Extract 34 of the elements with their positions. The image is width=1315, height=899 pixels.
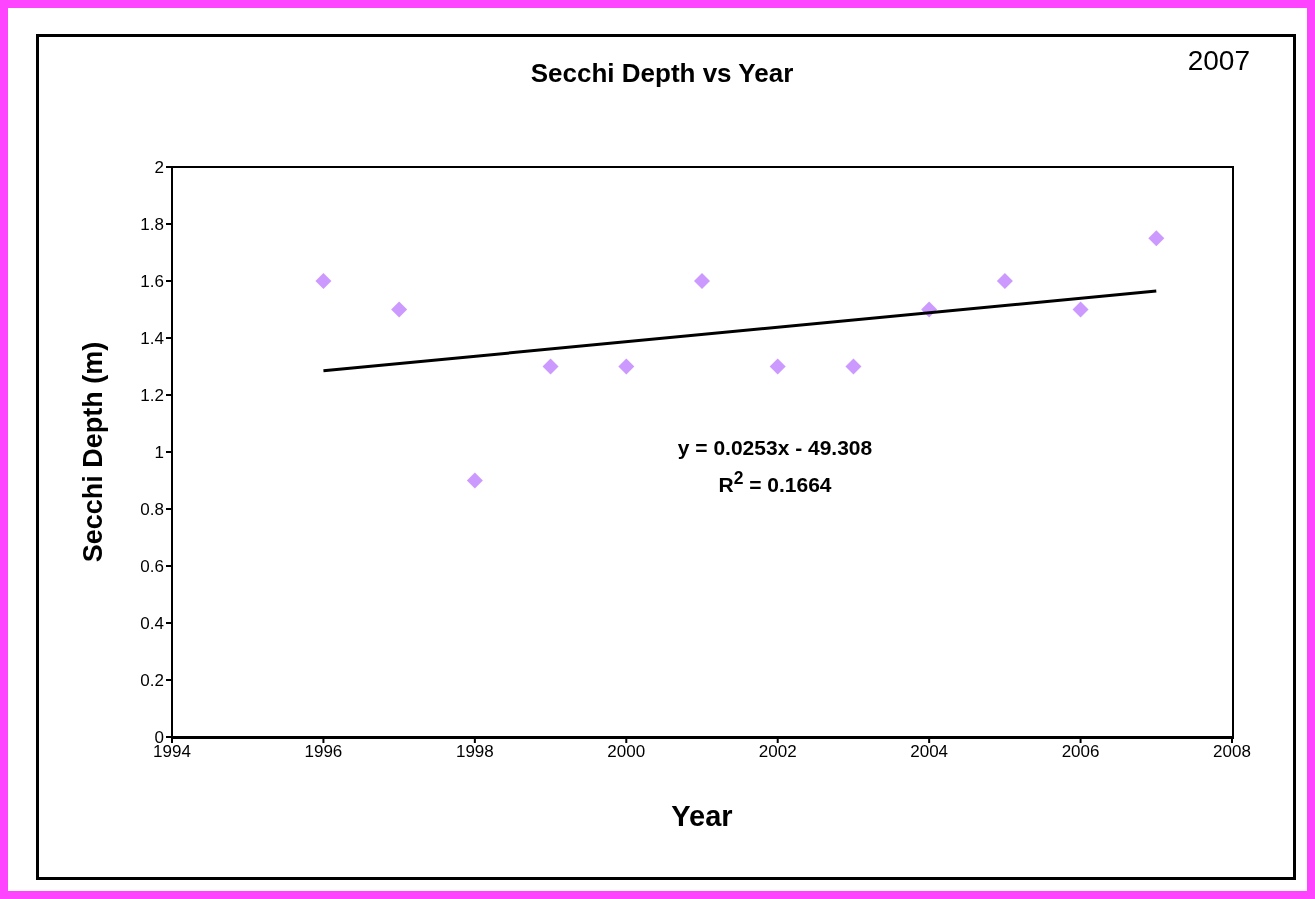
text: 2007 xyxy=(1187,45,1250,77)
point xyxy=(315,273,332,289)
x-tick-label: 2008 xyxy=(1213,742,1251,762)
point xyxy=(769,358,786,375)
x-tick-label: 2006 xyxy=(1061,742,1100,762)
annotation: R$^{2}$ = 0.1664 xyxy=(718,468,832,497)
x-axis-title: Year xyxy=(671,800,733,833)
x-tick-label: 2004 xyxy=(910,742,949,762)
point xyxy=(542,358,559,375)
annotation: y = 0.0253x - 49.308 xyxy=(677,436,873,460)
y-tick-label: 1.2 xyxy=(140,386,164,406)
point xyxy=(1072,301,1089,318)
y-tick-label: 1 xyxy=(154,443,164,463)
y-tick-label: 2 xyxy=(154,158,164,178)
y-tick-label: 0.8 xyxy=(140,500,164,520)
point xyxy=(618,358,635,375)
point xyxy=(996,273,1013,289)
point xyxy=(466,472,483,489)
y-tick-label: 0.4 xyxy=(140,614,164,634)
y-tick-label: 0.2 xyxy=(140,671,164,691)
y-tick-label: 1.6 xyxy=(140,272,164,292)
chart-title: Secchi Depth vs Year xyxy=(530,58,794,89)
y-tick-label: 1.8 xyxy=(140,215,164,235)
point xyxy=(694,273,710,289)
x-tick-label: 1998 xyxy=(455,742,494,762)
point xyxy=(391,301,408,318)
point xyxy=(845,358,862,375)
y-tick-label: 1.4 xyxy=(140,329,164,349)
x-tick-label: 2000 xyxy=(607,742,646,762)
point xyxy=(1148,230,1165,247)
y-axis-title: Secchi Depth (m) xyxy=(77,341,109,563)
x-tick-label: 2002 xyxy=(758,742,797,762)
y-tick-label: 0.6 xyxy=(140,557,164,577)
x-tick-label: 1996 xyxy=(304,742,343,762)
